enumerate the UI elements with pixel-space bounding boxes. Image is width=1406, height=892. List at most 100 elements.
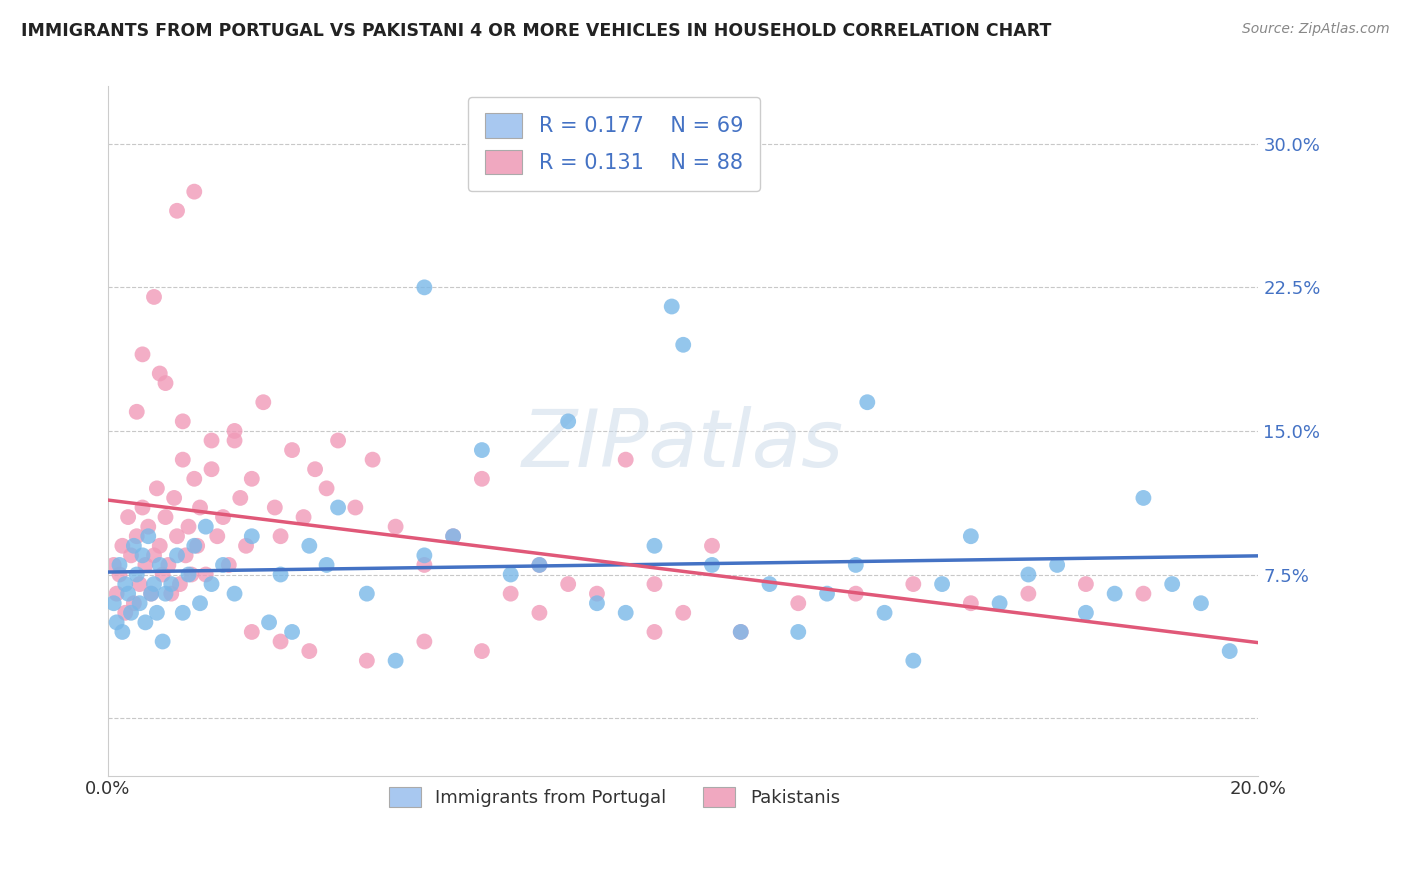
Point bbox=[529, 606, 551, 620]
Point bbox=[177, 567, 200, 582]
Point bbox=[960, 529, 983, 543]
Point bbox=[125, 529, 148, 543]
Point bbox=[188, 596, 211, 610]
Point bbox=[1104, 587, 1126, 601]
Point bbox=[136, 519, 159, 533]
Point bbox=[152, 567, 174, 582]
Point bbox=[111, 624, 134, 639]
Point bbox=[155, 587, 177, 601]
Point bbox=[281, 443, 304, 458]
Point bbox=[117, 510, 139, 524]
Point bbox=[758, 577, 780, 591]
Point bbox=[344, 500, 367, 515]
Point bbox=[152, 634, 174, 648]
Point bbox=[1189, 596, 1212, 610]
Point bbox=[218, 558, 240, 572]
Point bbox=[873, 606, 896, 620]
Point bbox=[413, 280, 436, 294]
Point bbox=[194, 519, 217, 533]
Point bbox=[131, 549, 153, 563]
Point bbox=[384, 519, 406, 533]
Point bbox=[586, 587, 609, 601]
Point bbox=[149, 558, 172, 572]
Point bbox=[815, 587, 838, 601]
Point bbox=[169, 577, 191, 591]
Point bbox=[1017, 587, 1039, 601]
Point bbox=[155, 510, 177, 524]
Point bbox=[643, 624, 665, 639]
Point bbox=[207, 529, 229, 543]
Point bbox=[103, 558, 125, 572]
Point bbox=[661, 300, 683, 314]
Point bbox=[557, 577, 579, 591]
Point bbox=[240, 529, 263, 543]
Point bbox=[166, 203, 188, 218]
Point bbox=[471, 443, 494, 458]
Point bbox=[149, 367, 172, 381]
Point bbox=[614, 606, 637, 620]
Point bbox=[326, 500, 349, 515]
Point bbox=[326, 434, 349, 448]
Point bbox=[730, 624, 752, 639]
Point bbox=[224, 587, 246, 601]
Point bbox=[845, 558, 868, 572]
Point bbox=[139, 587, 162, 601]
Point bbox=[194, 567, 217, 582]
Point bbox=[143, 549, 166, 563]
Point bbox=[180, 567, 202, 582]
Point bbox=[787, 624, 810, 639]
Point bbox=[315, 558, 337, 572]
Point bbox=[529, 558, 551, 572]
Point bbox=[120, 606, 142, 620]
Point bbox=[270, 567, 292, 582]
Point bbox=[172, 606, 194, 620]
Point bbox=[235, 539, 257, 553]
Point bbox=[146, 606, 169, 620]
Point bbox=[177, 519, 200, 533]
Point bbox=[1017, 567, 1039, 582]
Point bbox=[413, 634, 436, 648]
Point bbox=[212, 510, 235, 524]
Point bbox=[200, 434, 222, 448]
Point bbox=[787, 596, 810, 610]
Point bbox=[529, 558, 551, 572]
Point bbox=[1074, 606, 1097, 620]
Point bbox=[105, 587, 128, 601]
Point bbox=[103, 596, 125, 610]
Point bbox=[240, 472, 263, 486]
Point bbox=[471, 644, 494, 658]
Point bbox=[183, 185, 205, 199]
Point bbox=[139, 587, 162, 601]
Point bbox=[224, 424, 246, 438]
Point bbox=[614, 452, 637, 467]
Point bbox=[1132, 491, 1154, 505]
Point bbox=[146, 481, 169, 495]
Point bbox=[356, 654, 378, 668]
Point bbox=[172, 414, 194, 428]
Point bbox=[1219, 644, 1241, 658]
Point bbox=[188, 500, 211, 515]
Point bbox=[672, 338, 695, 352]
Point bbox=[114, 577, 136, 591]
Point bbox=[108, 558, 131, 572]
Point bbox=[143, 577, 166, 591]
Point bbox=[672, 606, 695, 620]
Point bbox=[292, 510, 315, 524]
Point bbox=[111, 539, 134, 553]
Point bbox=[257, 615, 280, 630]
Point bbox=[263, 500, 285, 515]
Point bbox=[413, 549, 436, 563]
Point bbox=[304, 462, 326, 476]
Point bbox=[845, 587, 868, 601]
Point bbox=[700, 539, 723, 553]
Point bbox=[1161, 577, 1184, 591]
Legend: Immigrants from Portugal, Pakistanis: Immigrants from Portugal, Pakistanis bbox=[381, 780, 846, 814]
Point bbox=[134, 615, 156, 630]
Point bbox=[240, 624, 263, 639]
Point bbox=[160, 577, 183, 591]
Point bbox=[356, 587, 378, 601]
Point bbox=[315, 481, 337, 495]
Point bbox=[105, 615, 128, 630]
Point bbox=[499, 587, 522, 601]
Point bbox=[441, 529, 464, 543]
